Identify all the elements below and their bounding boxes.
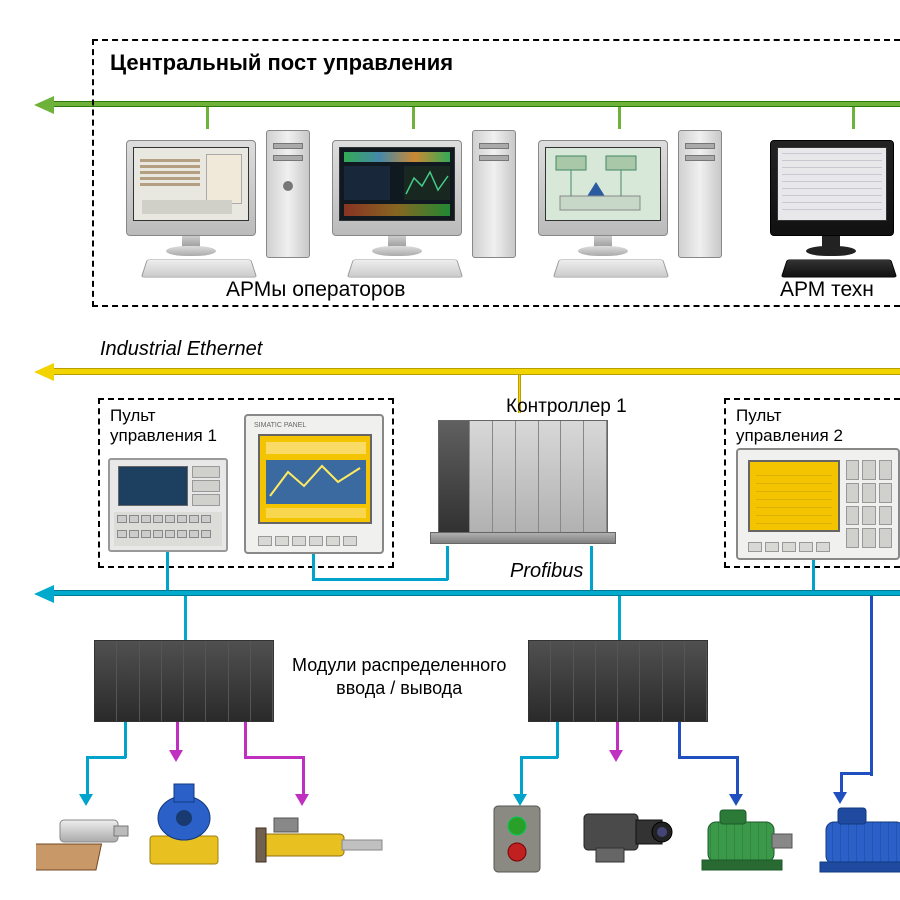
- panel1-label: Пульт управления 1: [110, 406, 217, 447]
- arm-operators-label: АРМы операторов: [226, 278, 405, 302]
- workstation-2: [332, 126, 522, 276]
- device-motor-green: [694, 800, 804, 878]
- cyan-v4: [590, 546, 593, 592]
- panel2-label: Пульт управления 2: [736, 406, 843, 447]
- io-rack-2: [528, 640, 708, 722]
- cyan-v3: [446, 546, 449, 580]
- device-actuator: [36, 804, 132, 880]
- controller1-label: Контроллер 1: [506, 396, 627, 418]
- plc-rail: [430, 532, 616, 544]
- industrial-ethernet-label: Industrial Ethernet: [100, 338, 262, 361]
- hmi-panel-1: [108, 458, 228, 552]
- profibus-drop-1: [184, 596, 187, 640]
- cyan-h2: [312, 578, 448, 581]
- device-camera: [566, 798, 676, 872]
- workstation-1: [126, 126, 316, 276]
- profibus-drop-2: [618, 596, 621, 640]
- workstation-3: [538, 126, 728, 276]
- arm-tech-label: АРМ техн: [780, 278, 874, 302]
- cyan-v5: [812, 560, 815, 592]
- arrow-mag-2b: [609, 750, 623, 762]
- device-pushbutton-box: [486, 800, 550, 880]
- plc-controller-1: [438, 420, 608, 536]
- blue-drop-right: [870, 596, 873, 776]
- io1-drop-b: [176, 722, 179, 752]
- io1-drop-a: [124, 722, 127, 758]
- io1-drop-c: [244, 722, 247, 758]
- device-hydraulic: [254, 810, 394, 874]
- siemens-panel-2: [736, 448, 900, 560]
- device-pump-blue: [140, 776, 230, 872]
- central-control-title: Центральный пост управления: [110, 50, 453, 76]
- profibus-label: Profibus: [510, 560, 583, 583]
- arrow-mag-1b: [169, 750, 183, 762]
- io-rack-1: [94, 640, 274, 722]
- siemens-panel-1: SIMATIC PANEL: [244, 414, 384, 554]
- cyan-v1: [166, 552, 169, 592]
- workstation-4: [770, 126, 900, 276]
- io-modules-label: Модули распределенного ввода / вывода: [292, 654, 506, 699]
- device-motor-blue: [816, 800, 900, 880]
- cyan-v2: [312, 554, 315, 580]
- arrow-mag-1c: [295, 794, 309, 806]
